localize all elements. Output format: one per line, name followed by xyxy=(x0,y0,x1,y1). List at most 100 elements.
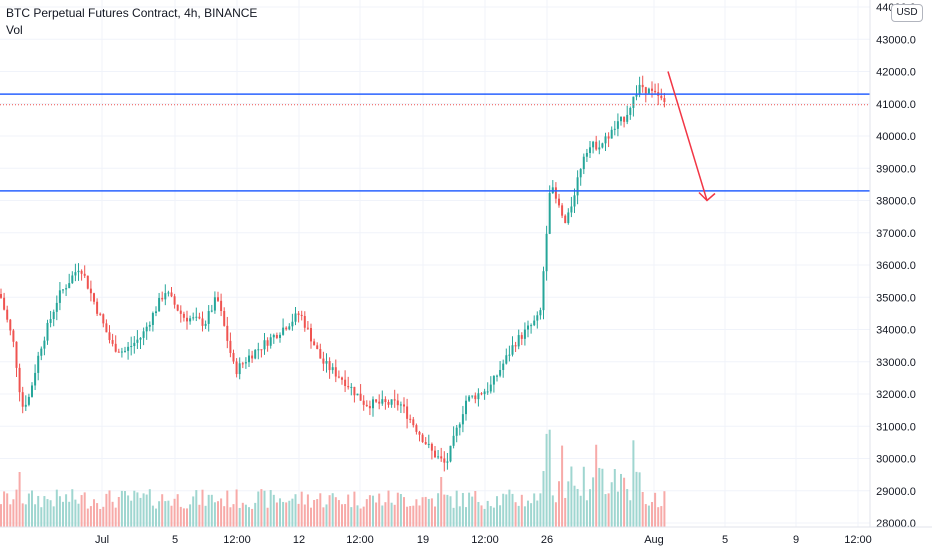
horizontal-levels[interactable]: 41300.038300.040967.658:16 xyxy=(0,86,924,199)
volume-bar xyxy=(539,493,542,527)
volume-bar xyxy=(272,494,275,527)
candle-body xyxy=(226,325,229,341)
trend-arrow-head[interactable] xyxy=(698,191,716,202)
candle-body xyxy=(477,393,480,400)
volume-bar xyxy=(179,506,182,527)
candle-body xyxy=(347,386,350,388)
candle-body xyxy=(310,328,312,342)
volume-bar xyxy=(344,504,347,527)
candle-body xyxy=(396,400,399,406)
candle-body xyxy=(437,456,440,458)
volume-bar xyxy=(68,501,71,527)
volume-bar xyxy=(499,505,502,527)
candle-body xyxy=(527,325,529,330)
candle-body xyxy=(238,363,241,375)
candle-body xyxy=(334,367,337,377)
volume-bar xyxy=(58,496,61,527)
trend-arrow-shaft[interactable] xyxy=(667,71,708,201)
candle-body xyxy=(260,349,263,351)
volume-bar xyxy=(303,504,306,527)
candle-body xyxy=(207,311,210,324)
candle-body xyxy=(654,90,657,93)
volume-bar xyxy=(654,492,657,527)
volume-bar xyxy=(337,500,340,527)
candle-body xyxy=(511,345,514,355)
volume-bar xyxy=(542,471,545,527)
price-axis[interactable]: 28000.029000.030000.031000.032000.033000… xyxy=(869,0,932,550)
volume-bar xyxy=(27,493,30,527)
candle-body xyxy=(272,334,275,338)
candle-body xyxy=(381,399,384,404)
candle-body xyxy=(483,391,486,395)
volume-bar xyxy=(387,490,390,527)
candle-body xyxy=(254,349,257,359)
candle-body xyxy=(300,314,303,316)
volume-bar xyxy=(647,505,650,527)
volume-bar xyxy=(127,495,130,527)
candle-body xyxy=(474,395,477,400)
volume-bar xyxy=(604,494,607,527)
candle-body xyxy=(592,141,595,148)
candle-body xyxy=(359,393,362,401)
trend-arrow[interactable] xyxy=(667,71,716,202)
candle-body xyxy=(616,121,619,129)
candle-body xyxy=(124,350,126,352)
candle-body xyxy=(520,335,523,339)
volume-bar xyxy=(638,472,641,527)
candle-body xyxy=(517,335,520,347)
candle-body xyxy=(173,296,176,305)
candle-body xyxy=(344,379,347,387)
candle-body xyxy=(539,310,542,316)
volume-bar xyxy=(176,494,179,527)
volume-bar xyxy=(282,501,285,527)
volume-bar xyxy=(598,467,601,527)
candle-body xyxy=(471,395,474,397)
candle-body xyxy=(89,288,92,294)
volume-bar xyxy=(89,506,92,527)
volume-bar xyxy=(248,507,250,527)
candle-body xyxy=(647,88,650,94)
candle-body xyxy=(489,384,492,392)
volume-bar xyxy=(74,499,77,527)
volume-bar xyxy=(62,501,64,527)
volume-bar xyxy=(223,506,226,527)
y-tick-label: 38000.0 xyxy=(876,196,916,208)
volume-bar xyxy=(108,490,111,527)
candle-body xyxy=(564,215,567,224)
candle-body xyxy=(49,319,52,323)
volume-bar xyxy=(0,504,2,527)
volume-bar xyxy=(114,507,117,527)
candle-body xyxy=(52,311,55,320)
candle-body xyxy=(620,116,622,122)
volume-bar xyxy=(99,508,102,527)
candle-body xyxy=(313,341,316,346)
candle-body xyxy=(368,406,371,409)
volume-bar xyxy=(155,508,157,527)
volume-bar xyxy=(220,498,223,527)
volume-bar xyxy=(285,502,288,527)
volume-bar xyxy=(406,506,409,527)
candle-body xyxy=(179,310,182,314)
volume-bar xyxy=(105,493,108,527)
volume-bar xyxy=(592,477,595,527)
candle-body xyxy=(192,317,195,319)
volume-bar xyxy=(573,485,576,527)
candle-body xyxy=(316,345,319,350)
candle-body xyxy=(356,393,359,396)
candle-body xyxy=(263,340,266,350)
volume-bar xyxy=(257,491,260,527)
volume-bar xyxy=(533,493,536,527)
volume-bar xyxy=(226,490,229,527)
volume-bar xyxy=(430,498,433,527)
candle-body xyxy=(297,313,300,315)
volume-bar xyxy=(378,493,381,527)
time-axis[interactable]: Jul 5 12:00 12 12:00 19 12:00 26 Aug 5 9 12:00 xyxy=(0,526,932,550)
volume-bar xyxy=(71,489,74,527)
candle-body xyxy=(266,340,269,346)
currency-button[interactable]: USD xyxy=(891,4,923,22)
x-tick-label: 26 xyxy=(541,534,553,546)
volume-bar xyxy=(254,502,257,527)
candle-body xyxy=(167,292,170,294)
volume-bar xyxy=(576,488,579,527)
